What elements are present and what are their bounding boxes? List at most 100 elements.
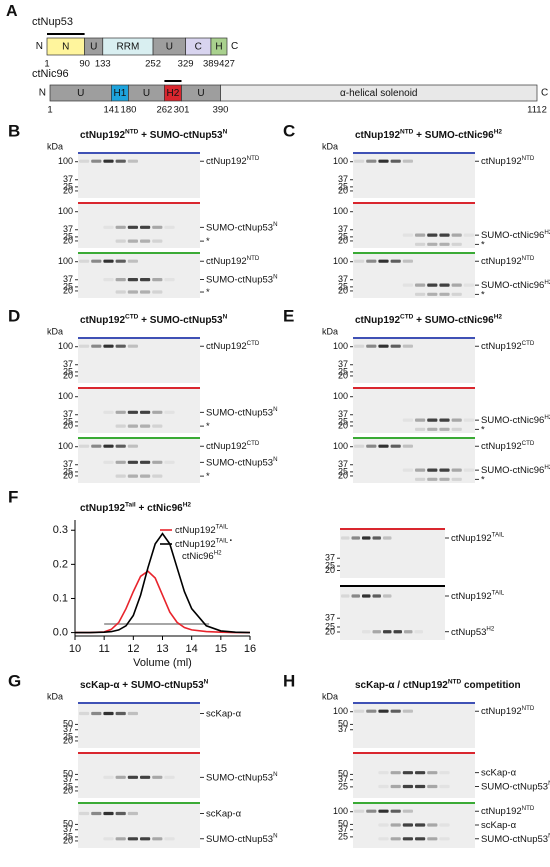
x-tick-label: 14	[186, 643, 198, 655]
text-part: ctNup192	[206, 341, 247, 352]
panel-title: scKap-α / ctNup192NTD competition	[355, 678, 521, 690]
gel-band	[427, 292, 438, 296]
gel-strip	[353, 802, 475, 848]
terminus-label: C	[541, 88, 548, 99]
marker-label: 37	[63, 359, 73, 369]
gel-band	[140, 239, 151, 243]
gel-band	[390, 837, 401, 841]
x-tick-label: 10	[69, 643, 81, 655]
marker-label: 20	[338, 285, 348, 295]
marker-label: 25	[63, 731, 73, 741]
gel-band	[103, 259, 114, 263]
superscript: NTD	[522, 705, 535, 712]
gel-band	[378, 709, 389, 713]
residue-tick: 390	[213, 105, 229, 116]
text-part: ctNup192	[481, 341, 522, 352]
gel-band	[378, 159, 389, 163]
marker-label: 37	[338, 724, 348, 734]
marker-label: 100	[58, 156, 73, 166]
band-label: SUMO-ctNup53N	[206, 771, 278, 783]
panel-letter: D	[8, 306, 20, 325]
marker-label: 25	[325, 560, 335, 570]
marker-label: 25	[63, 831, 73, 841]
band-label: SUMO-ctNic96H2	[481, 463, 550, 475]
gel-band	[354, 444, 365, 448]
gel-band	[427, 242, 438, 246]
gel-band	[439, 283, 450, 287]
marker-label: 20	[63, 785, 73, 795]
superscript: Tail	[125, 501, 136, 508]
residue-tick: 252	[145, 59, 161, 70]
gel-band	[402, 159, 413, 163]
text-part: ctNic96	[182, 551, 214, 562]
gel-band	[354, 159, 365, 163]
gel-band	[390, 784, 401, 789]
gel-band	[103, 410, 114, 414]
gel-band	[152, 410, 163, 414]
superscript: N	[273, 832, 277, 839]
gel-band	[164, 225, 175, 229]
superscript: NTD	[125, 128, 139, 135]
text-part: scKap-α / ctNup192	[355, 680, 448, 691]
marker-label: 100	[333, 156, 348, 166]
gel-band	[79, 711, 90, 716]
band-label: ctNup192NTD	[481, 155, 535, 167]
gel-band	[451, 468, 462, 472]
gel-band	[140, 424, 151, 428]
gel-band	[152, 474, 163, 478]
marker-label: 20	[63, 235, 73, 245]
marker-label: 20	[338, 370, 348, 380]
gel-band	[115, 474, 126, 478]
gel-band	[415, 823, 426, 827]
panel-letter: H	[283, 671, 295, 690]
text-part: SUMO-ctNup53	[481, 833, 548, 844]
panel-letter: E	[283, 306, 294, 325]
text-part: ctNup192	[451, 591, 492, 602]
gel-strip	[353, 252, 475, 298]
residue-tick: 1	[47, 105, 52, 116]
panel-letter: A	[6, 3, 18, 20]
gel-band	[378, 771, 389, 775]
gel-band	[415, 784, 426, 789]
text-part: SUMO-ctNic96	[481, 230, 544, 241]
text-part: SUMO-ctNup53	[206, 833, 273, 844]
gel-band	[115, 259, 126, 263]
residue-tick: 389	[203, 59, 219, 70]
marker-label: 100	[333, 706, 348, 716]
gel-band	[378, 784, 389, 789]
gel-band	[393, 630, 402, 634]
marker-label: 100	[333, 806, 348, 816]
gel-band	[152, 460, 163, 464]
marker-label: 37	[338, 174, 348, 184]
text-part: ctNup53	[451, 626, 486, 637]
gel-band	[402, 771, 413, 775]
marker-label: 37	[338, 224, 348, 234]
marker-label: 37	[338, 459, 348, 469]
gel-band	[390, 823, 401, 827]
marker-label: 25	[63, 181, 73, 191]
gel-band	[366, 444, 377, 448]
marker-label: 37	[63, 724, 73, 734]
gel-band	[415, 468, 426, 472]
gel-band	[366, 344, 377, 348]
gel-band	[127, 225, 138, 229]
gel-band	[115, 711, 126, 716]
panel-title: ctNup192CTD + SUMO-ctNic96H2	[355, 313, 502, 325]
text-part: scKap-α	[481, 820, 517, 831]
gel-band	[415, 292, 426, 296]
gel-band	[127, 811, 138, 816]
y-tick-label: 0.1	[53, 592, 68, 604]
gel-band	[140, 775, 151, 779]
gel-band	[152, 278, 163, 282]
superscript: H2	[544, 463, 550, 470]
gel-band	[140, 290, 151, 294]
gel-band	[415, 771, 426, 775]
protein-name: ctNup53	[32, 16, 73, 28]
gel-band	[404, 630, 413, 634]
marker-label: 37	[338, 409, 348, 419]
gel-band	[439, 468, 450, 472]
gel-band	[140, 225, 151, 229]
gel-band	[402, 468, 413, 472]
text-part: scKap-α	[481, 767, 517, 778]
domain-label: H1	[114, 88, 127, 99]
